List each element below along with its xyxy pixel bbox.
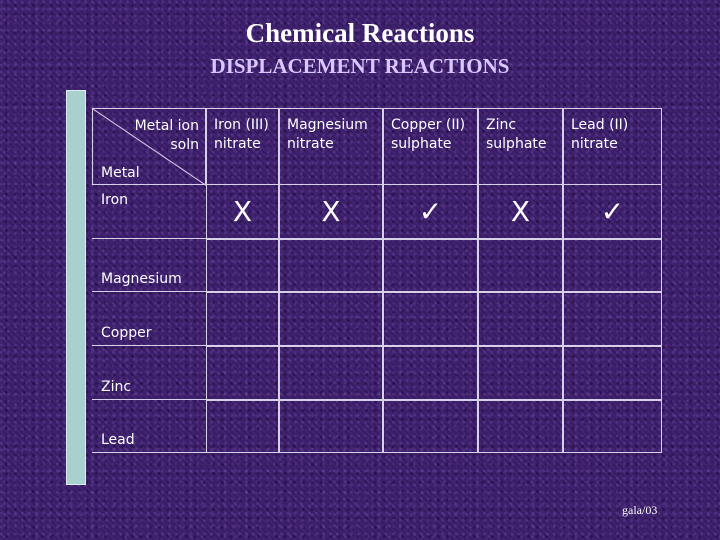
result-cell	[279, 292, 383, 346]
column-header: Lead (II) nitrate	[563, 108, 662, 185]
column-header: Magnesium nitrate	[279, 108, 383, 185]
result-cell	[563, 400, 662, 453]
column-header: Copper (II) sulphate	[383, 108, 478, 185]
result-cell	[383, 346, 478, 400]
result-cell: X	[206, 185, 279, 239]
row-label-cell: Zinc	[92, 346, 206, 400]
corner-metal-label: Metal	[101, 165, 140, 181]
result-cell: ✓	[563, 185, 662, 239]
row-label-cell: Magnesium	[92, 239, 206, 292]
row-label: Iron	[101, 192, 129, 208]
column-header: Zinc sulphate	[478, 108, 563, 185]
result-cell: ✓	[383, 185, 478, 239]
footer-credit: gala/03	[622, 503, 658, 517]
row-label-cell: Copper	[92, 292, 206, 346]
result-cell: X	[279, 185, 383, 239]
row-label-cell: Iron	[92, 185, 206, 239]
row-label: Lead	[101, 432, 135, 448]
corner-ion-label: Metal ion soln	[134, 118, 199, 153]
decorative-side-bar	[66, 90, 86, 485]
result-cell	[206, 400, 279, 453]
corner-diagonal-line	[93, 109, 207, 186]
result-cell	[478, 346, 563, 400]
result-cell	[206, 346, 279, 400]
result-cell	[563, 239, 662, 292]
row-label: Magnesium	[101, 271, 182, 287]
result-cell: X	[478, 185, 563, 239]
row-label: Copper	[101, 325, 152, 341]
result-cell	[383, 292, 478, 346]
result-cell	[478, 400, 563, 453]
slide-subtitle: DISPLACEMENT REACTIONS	[210, 54, 510, 78]
result-cell	[563, 292, 662, 346]
result-cell	[563, 346, 662, 400]
row-label-cell: Lead	[92, 400, 206, 453]
table-corner-cell: Metal ion soln Metal	[92, 108, 207, 186]
result-cell	[279, 346, 383, 400]
row-label: Zinc	[101, 379, 132, 395]
result-cell	[279, 400, 383, 453]
result-cell	[478, 239, 563, 292]
result-cell	[478, 292, 563, 346]
result-cell	[383, 239, 478, 292]
slide-title: Chemical Reactions	[245, 18, 475, 48]
result-cell	[279, 239, 383, 292]
result-cell	[206, 292, 279, 346]
result-cell	[206, 239, 279, 292]
column-header: Iron (III) nitrate	[206, 108, 279, 185]
result-cell	[383, 400, 478, 453]
